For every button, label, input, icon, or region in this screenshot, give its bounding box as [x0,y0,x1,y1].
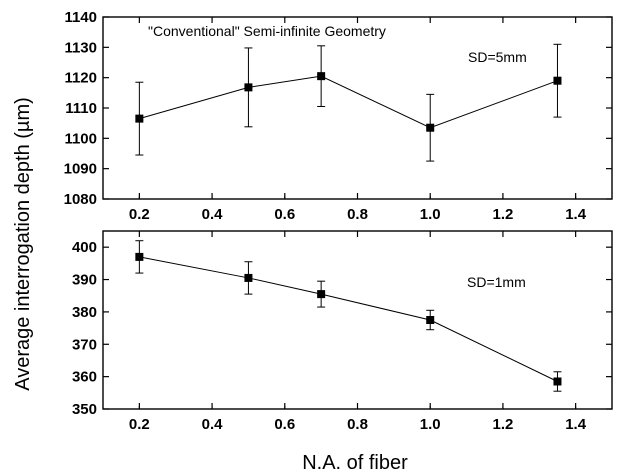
top-y-tick-label: 1140 [64,9,97,26]
y-axis-label: Average interrogation depth (µm) [12,97,34,391]
bottom-x-tick-label: 1.0 [420,416,441,433]
bottom-x-tick-label: 0.4 [202,416,224,433]
top-annotation: SD=5mm [468,49,527,65]
bottom-x-tick-label: 1.4 [565,416,587,433]
bottom-data-point [135,252,144,261]
bottom-annotation: SD=1mm [467,274,526,290]
top-y-tick-label: 1080 [64,191,97,208]
top-y-tick-label: 1090 [64,161,97,178]
top-panel: 0.2 0.4 0.6 0.8 1.0 1.2 1.4 1080 1090 1100 1110 112… [64,9,613,223]
bottom-x-tick-label: 0.6 [274,416,295,433]
top-y-tick-label: 1100 [64,130,97,147]
top-y-tick-label: 1110 [65,100,97,117]
bottom-data-point [426,316,435,324]
top-x-tick-label: 0.2 [129,206,150,223]
top-y-tick-label: 1130 [64,39,97,56]
top-data-point [244,83,253,92]
top-x-tick-label: 0.8 [347,206,368,223]
bottom-y-tick-label: 390 [72,272,97,289]
bottom-y-tick-label: 380 [72,304,97,321]
top-x-tick-label: 1.0 [420,206,441,223]
top-x-tick-label: 0.4 [202,206,224,223]
bottom-plot-frame [102,230,613,410]
top-x-tick-label: 0.6 [274,206,295,223]
top-data-point [317,72,326,81]
top-data-point [135,114,144,123]
bottom-y-tick-label: 370 [72,336,97,353]
top-data-point [426,123,435,132]
bottom-y-tick-label: 400 [72,239,97,256]
bottom-x-tick-label: 0.2 [129,416,150,433]
bottom-y-tick-label: 350 [72,401,97,418]
top-x-tick-label: 1.4 [565,206,587,223]
bottom-data-point [553,377,562,386]
bottom-data-point [317,290,326,299]
x-axis-label: N.A. of fiber [302,452,408,474]
bottom-data-point [244,273,253,282]
top-plot-frame [102,16,613,200]
bottom-y-tick-label: 360 [72,369,97,386]
top-x-tick-label: 1.2 [492,206,513,223]
bottom-panel: 0.2 0.4 0.6 0.8 1.0 1.2 1.4 350 360 370 380 390 400 S… [72,230,613,433]
top-chart-title: "Conventional" Semi-infinite Geometry [148,23,386,39]
top-series-line [139,75,558,129]
bottom-x-tick-label: 0.8 [347,416,368,433]
top-data-point [553,76,562,85]
bottom-x-tick-label: 1.2 [492,416,513,433]
top-y-tick-label: 1120 [64,70,97,87]
